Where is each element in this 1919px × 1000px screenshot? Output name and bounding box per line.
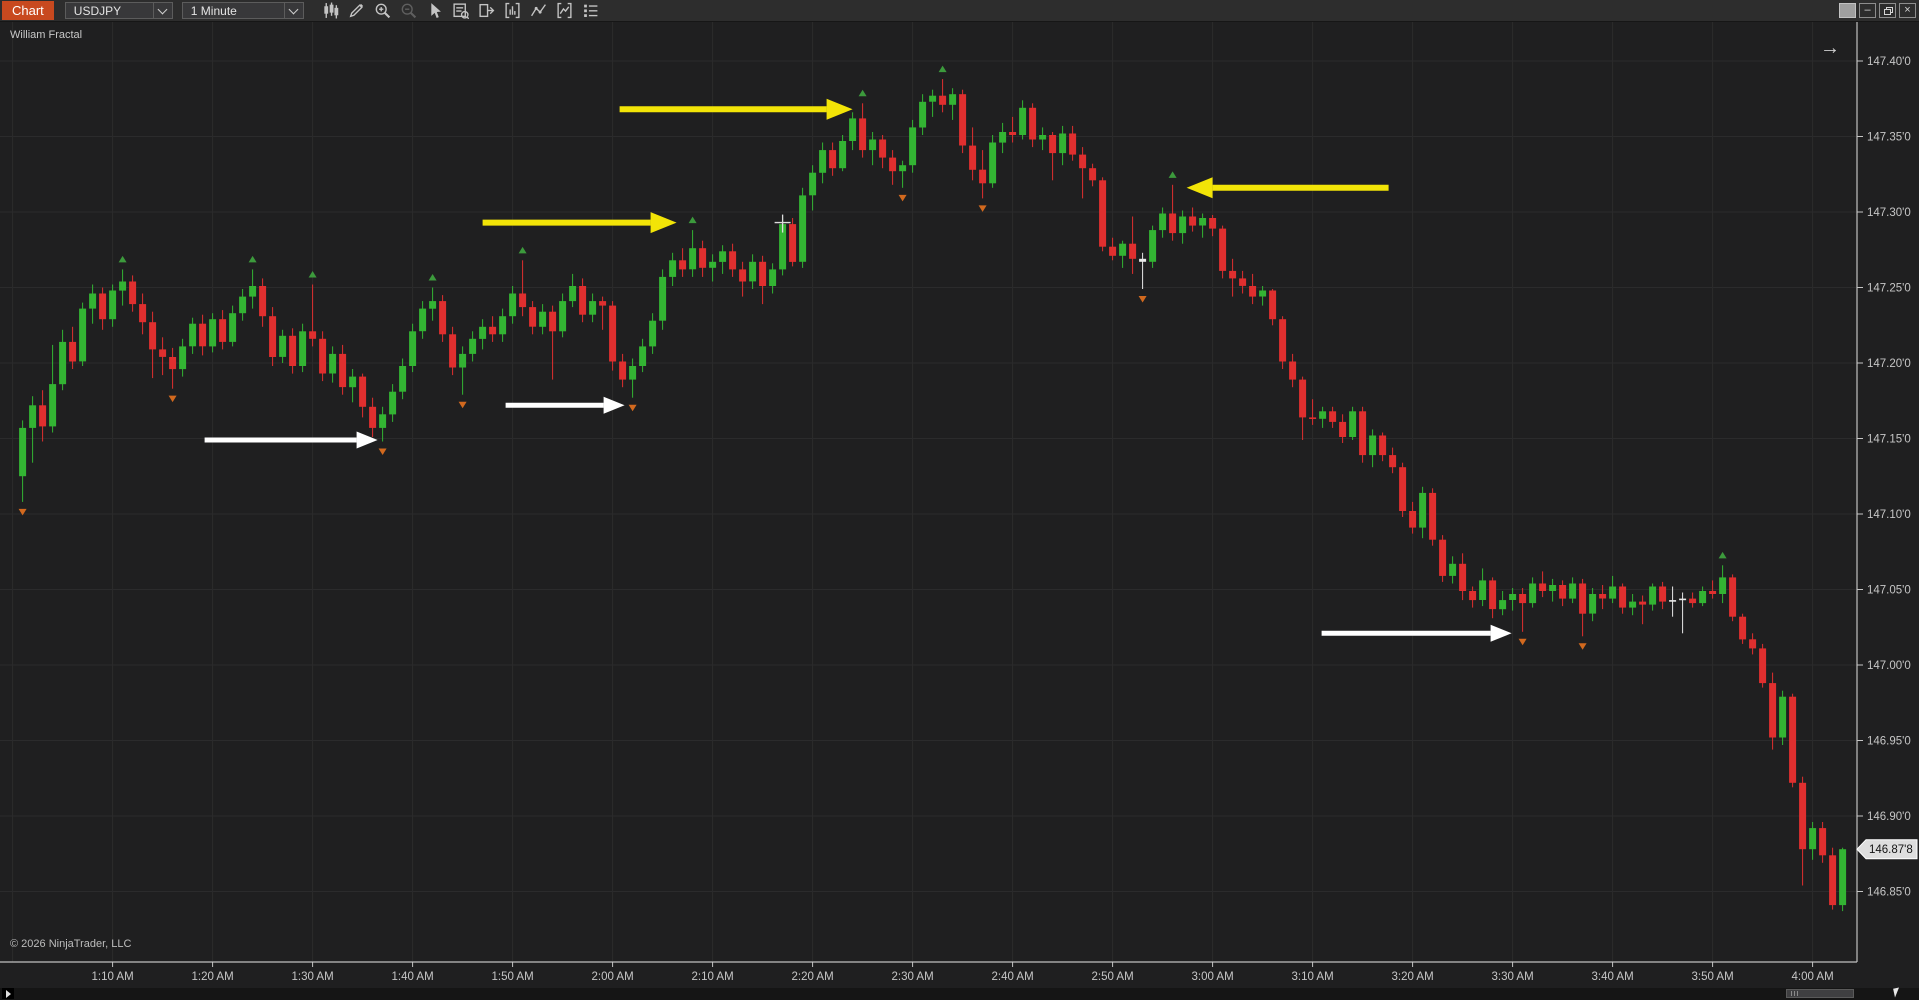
fractal-up-icon [308, 270, 317, 278]
fractal-up-icon [1168, 171, 1177, 178]
price-axis-label: 147.00'0 [1867, 660, 1911, 672]
fractal-down-icon [378, 448, 387, 456]
cursor-icon[interactable] [422, 1, 448, 21]
tab-chart[interactable]: Chart [2, 1, 54, 20]
window-controls: – × [1836, 3, 1916, 18]
fractal-up-icon [428, 274, 437, 281]
price-axis[interactable]: 147.40'0 147.35'0 147.30'0 147.25'0 147.20'0… [1857, 56, 1911, 899]
drawing-tools-icon[interactable] [526, 1, 552, 21]
time-axis[interactable]: 1:10 AM 1:20 AM 1:30 AM 1:40 AM 1:50 AM 2:00 … [91, 962, 1834, 983]
restore-button[interactable] [1879, 3, 1896, 18]
time-axis-label: 1:40 AM [391, 971, 433, 983]
chevron-down-icon [288, 4, 299, 14]
minimize-button[interactable]: – [1859, 3, 1876, 18]
fractal-up-icon [688, 216, 697, 224]
interval-dropdown-button[interactable] [283, 3, 303, 18]
time-axis-label: 3:50 AM [1691, 971, 1733, 983]
fractal-up-icon [938, 65, 947, 73]
chart-plot-area[interactable]: 147.40'0 147.35'0 147.30'0 147.25'0 147.20'0… [0, 22, 1919, 1000]
time-axis-label: 1:50 AM [491, 971, 533, 983]
restore-icon [1883, 7, 1893, 15]
time-axis-label: 2:10 AM [691, 971, 733, 983]
fractal-down-icon [458, 401, 467, 409]
fractal-down-icon [1578, 643, 1587, 650]
indicators-icon[interactable] [500, 1, 526, 21]
fractal-down-icon [628, 404, 637, 412]
data-series-icon[interactable] [448, 1, 474, 21]
price-axis-label: 147.10'0 [1867, 509, 1911, 521]
fractal-up-icon [248, 255, 257, 263]
price-axis-label: 147.15'0 [1867, 434, 1911, 446]
chart-trader-icon[interactable] [474, 1, 500, 21]
fractal-down-icon [1138, 296, 1147, 303]
properties-icon[interactable] [578, 1, 604, 21]
time-axis-label: 1:30 AM [291, 971, 333, 983]
price-axis-label: 146.85'0 [1867, 887, 1911, 899]
time-axis-label: 3:00 AM [1191, 971, 1233, 983]
interval-selector[interactable]: 1 Minute [181, 2, 304, 19]
time-axis-label: 2:40 AM [991, 971, 1033, 983]
chevron-down-icon [157, 4, 168, 14]
chart-panel: 147.40'0 147.35'0 147.30'0 147.25'0 147.20'0… [0, 22, 1919, 1000]
horizontal-scrollbar[interactable] [0, 987, 1919, 1000]
time-axis-label: 4:00 AM [1791, 971, 1833, 983]
fractal-up-icon [118, 255, 127, 263]
candles-layer [19, 79, 1847, 912]
copyright-label: © 2026 NinjaTrader, LLC [10, 938, 132, 950]
svg-text:146.87'8: 146.87'8 [1869, 844, 1913, 856]
interval-value: 1 Minute [190, 3, 237, 18]
window-menu-button[interactable] [1839, 3, 1856, 18]
time-axis-label: 3:20 AM [1391, 971, 1433, 983]
grid-layer [0, 22, 1857, 962]
time-axis-label: 1:20 AM [191, 971, 233, 983]
chart-snapshot-icon[interactable] [552, 1, 578, 21]
fractal-down-icon [168, 395, 177, 403]
fractal-up-icon [858, 89, 867, 97]
toolbar-icons [318, 1, 604, 21]
time-axis-label: 3:10 AM [1291, 971, 1333, 983]
instrument-selector[interactable]: USDJPY [64, 2, 173, 19]
scrollbar-thumb[interactable] [1786, 989, 1854, 998]
price-axis-label: 147.20'0 [1867, 358, 1911, 370]
price-axis-label: 147.05'0 [1867, 585, 1911, 597]
go-to-latest-button[interactable]: → [1820, 37, 1840, 59]
instrument-value: USDJPY [73, 3, 122, 18]
fractal-down-icon [978, 205, 987, 212]
time-axis-label: 2:20 AM [791, 971, 833, 983]
time-axis-label: 2:00 AM [591, 971, 633, 983]
draw-icon[interactable] [344, 1, 370, 21]
chart-style-icon[interactable] [318, 1, 344, 21]
fractal-down-icon [898, 194, 907, 202]
fractal-up-icon [518, 246, 527, 254]
time-axis-label: 3:30 AM [1491, 971, 1533, 983]
price-axis-label: 147.25'0 [1867, 283, 1911, 295]
price-axis-label: 147.35'0 [1867, 132, 1911, 144]
price-axis-label: 146.95'0 [1867, 736, 1911, 748]
annotation-arrows-layer [204, 98, 1512, 642]
time-axis-label: 3:40 AM [1591, 971, 1633, 983]
price-axis-label: 147.30'0 [1867, 207, 1911, 219]
price-axis-label: 146.90'0 [1867, 811, 1911, 823]
indicator-label: William Fractal [10, 29, 83, 41]
fractal-markers-layer [18, 65, 1727, 650]
current-price-badge: 146.87'8 [1856, 839, 1918, 860]
axis-lines [0, 22, 1858, 963]
toolbar: Chart USDJPY 1 Minute – × [0, 0, 1919, 22]
crosshair-cursor-icon [774, 214, 791, 233]
fractal-down-icon [1518, 638, 1527, 646]
instrument-dropdown-button[interactable] [152, 3, 172, 18]
price-axis-label: 147.40'0 [1867, 56, 1911, 68]
time-axis-label: 2:30 AM [891, 971, 933, 983]
scroll-corner-button[interactable] [2, 988, 14, 999]
zoom-in-icon[interactable] [370, 1, 396, 21]
time-axis-label: 1:10 AM [91, 971, 133, 983]
close-button[interactable]: × [1899, 3, 1916, 18]
fractal-up-icon [1718, 551, 1727, 559]
mouse-pointer-icon [1893, 987, 1901, 998]
scroll-corner-arrow-icon [5, 989, 11, 998]
time-axis-label: 2:50 AM [1091, 971, 1133, 983]
zoom-out-icon[interactable] [396, 1, 422, 21]
fractal-down-icon [18, 508, 27, 516]
